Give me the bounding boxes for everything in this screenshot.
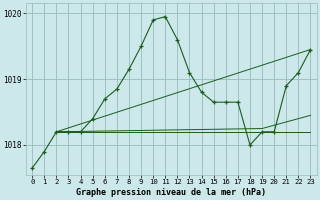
X-axis label: Graphe pression niveau de la mer (hPa): Graphe pression niveau de la mer (hPa) bbox=[76, 188, 266, 197]
